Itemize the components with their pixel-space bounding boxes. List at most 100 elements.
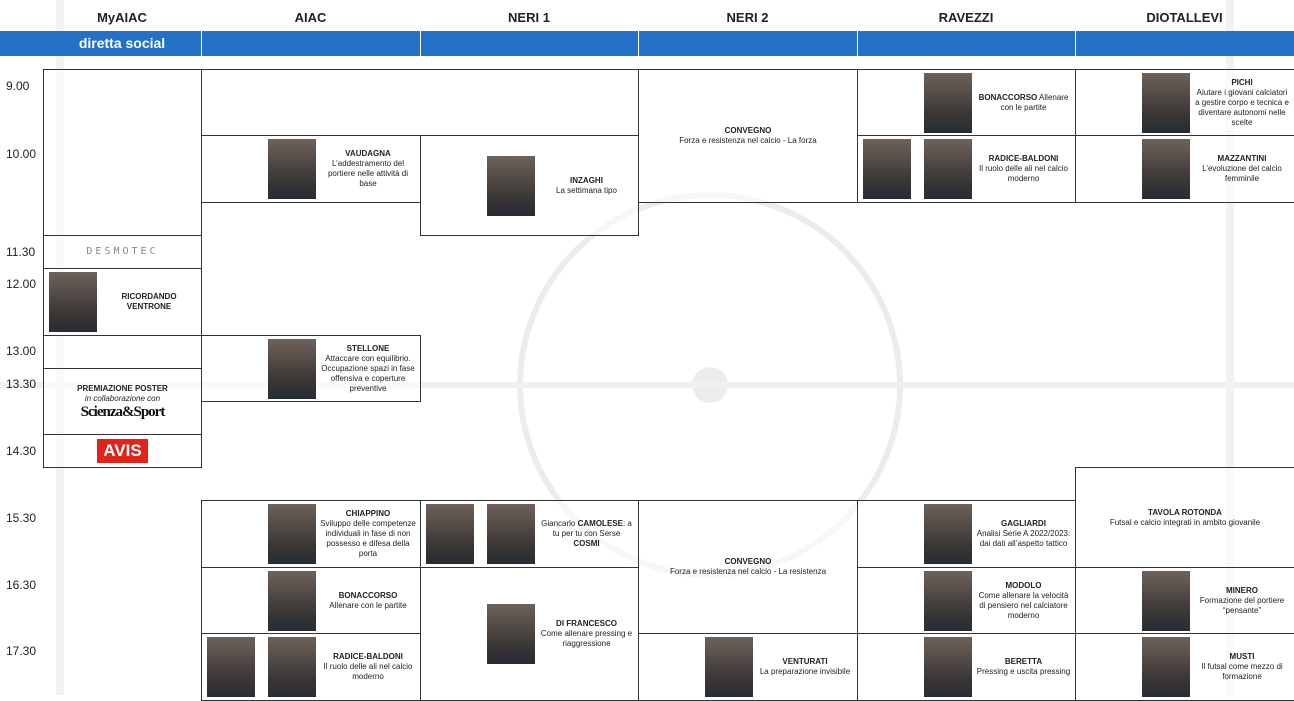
session: CHIAPPINO Sviluppo delle competenze indiv… — [201, 500, 421, 568]
photo-area — [202, 336, 316, 401]
session-description: Come allenare la velocità di pensiero ne… — [978, 590, 1069, 620]
column-header: RAVEZZI — [938, 10, 994, 25]
session-name: DI FRANCESCO — [556, 619, 617, 628]
photo-area — [421, 501, 535, 567]
session: VAUDAGNA L’addestramento del portiere nel… — [201, 135, 421, 203]
session-text: AVIS — [44, 439, 201, 463]
sponsor-logo: AVIS — [97, 439, 148, 463]
sponsor-logo: Scienza&Sport — [80, 403, 166, 420]
session-text: BERETTA Pressing e uscita pressing — [972, 657, 1075, 677]
session-description: La settimana tipo — [556, 185, 617, 195]
session-text-part: BONACCORSO — [978, 92, 1038, 102]
time-label: 16.30 — [6, 578, 37, 592]
session: BONACCORSO Allenare con le partite — [857, 69, 1076, 136]
photo-area — [639, 634, 753, 700]
session-name: VAUDAGNA — [345, 149, 391, 158]
column-header: NERI 1 — [508, 10, 550, 25]
speaker-photo — [268, 139, 316, 199]
session: RICORDANDO VENTRONE — [43, 268, 202, 336]
session: MAZZANTINI L’evoluzione del calcio femmin… — [1075, 135, 1294, 203]
speaker-photo — [924, 72, 972, 133]
speaker-photo — [1142, 637, 1190, 697]
session-text: CHIAPPINO Sviluppo delle competenze indiv… — [316, 509, 420, 559]
photo-area — [858, 136, 972, 202]
session-name: BONACCORSO — [338, 590, 398, 600]
session-name: PREMIAZIONE POSTER — [77, 383, 168, 393]
photo-area — [202, 136, 316, 202]
session-text: TAVOLA ROTONDA Futsal e calcio integrati … — [1076, 508, 1294, 528]
session-text: MODOLO Come allenare la velocità di pensi… — [972, 581, 1075, 621]
speaker-photo — [426, 504, 474, 564]
session-text: BONACCORSO Allenare con le partite — [316, 591, 420, 611]
speaker-photo — [924, 504, 972, 564]
session-name: MODOLO — [1005, 580, 1042, 590]
session-text-part: COSMI — [573, 539, 600, 548]
session: BONACCORSO Allenare con le partite — [201, 567, 421, 634]
time-label: 11.30 — [6, 245, 36, 259]
session: CONVEGNO Forza e resistenza nel calcio - … — [638, 500, 858, 634]
time-label: 9.00 — [6, 79, 30, 93]
session-description: L’addestramento del portiere nelle attiv… — [327, 159, 409, 188]
speaker-photo — [268, 570, 316, 631]
session-name: CHIAPPINO — [345, 509, 391, 518]
bar-separator — [638, 31, 639, 56]
session-name: PICHI — [1231, 77, 1253, 87]
session-description: Sviluppo delle competenze individuali in… — [320, 519, 416, 558]
session-description: in collaborazione con — [84, 393, 161, 403]
speaker-photo — [1142, 570, 1190, 631]
session-description: Aiutare i giovani calciatori a gestire c… — [1195, 87, 1289, 127]
session-description: Analisi Serie A 2022/2023: dai dati all’… — [976, 529, 1071, 548]
session-name: STELLONE — [346, 343, 390, 353]
session-name: MINERO — [1226, 585, 1258, 595]
session: BERETTA Pressing e uscita pressing — [857, 633, 1076, 701]
bar-separator — [420, 31, 421, 56]
speaker-photo — [1142, 139, 1190, 199]
session-name: RADICE-BALDONI — [988, 154, 1059, 163]
session-text: CONVEGNO Forza e resistenza nel calcio - … — [639, 126, 857, 146]
session: AVIS — [43, 434, 202, 468]
session-text: RADICE-BALDONI Il ruolo delle ali nel cal… — [972, 154, 1075, 184]
session: DESMOTEC — [43, 235, 202, 269]
speaker-photo — [863, 139, 911, 199]
photo-area — [858, 634, 972, 700]
session-description: Formazione del portiere “pensante” — [1199, 595, 1285, 615]
session-text-part: Allenare con le partite — [1000, 92, 1069, 112]
session-description: Il ruolo delle ali nel calcio moderno — [979, 164, 1068, 183]
speaker-photo — [487, 155, 535, 216]
speaker-photo — [705, 637, 753, 697]
session-text: MAZZANTINI L’evoluzione del calcio femmin… — [1190, 154, 1294, 184]
session-name: VENTURATI — [782, 657, 828, 666]
photo-area — [1076, 70, 1190, 135]
session: PICHI Aiutare i giovani calciatori a gest… — [1075, 69, 1294, 136]
session-description: L’evoluzione del calcio femminile — [1202, 164, 1282, 183]
session-text: RADICE-BALDONI Il ruolo delle ali nel cal… — [316, 652, 420, 682]
session: TAVOLA ROTONDA Futsal e calcio integrati … — [1075, 467, 1294, 568]
session-text: VENTURATI La preparazione invisibile — [753, 657, 857, 677]
session: MUSTI Il futsal come mezzo di formazione — [1075, 633, 1294, 701]
speaker-photo — [924, 637, 972, 697]
photo-area — [858, 568, 972, 633]
session: RADICE-BALDONI Il ruolo delle ali nel cal… — [857, 135, 1076, 203]
session-text: Giancarlo CAMOLESE: a tu per tu con Sers… — [535, 519, 638, 549]
session: PREMIAZIONE POSTER in collaborazione con S… — [43, 368, 202, 435]
speaker-photo — [924, 139, 972, 199]
photo-area — [202, 568, 316, 633]
photo-area — [202, 501, 316, 567]
session: DI FRANCESCO Come allenare pressing e ria… — [420, 567, 639, 701]
session-description: Pressing e uscita pressing — [976, 667, 1071, 676]
session-name: MUSTI — [1229, 652, 1255, 661]
session-name: MAZZANTINI — [1217, 154, 1267, 163]
session: VENTURATI La preparazione invisibile — [638, 633, 858, 701]
bar-separator — [1075, 31, 1076, 56]
photo-area — [421, 136, 535, 235]
session-name: CONVEGNO — [724, 126, 772, 135]
session-description: Il ruolo delle ali nel calcio moderno — [323, 662, 413, 681]
session-name: CONVEGNO — [724, 557, 772, 566]
session-description: Forza e resistenza nel calcio - La forza — [679, 136, 817, 145]
time-label: 13.30 — [6, 377, 37, 391]
session-description: Allenare con le partite — [329, 600, 407, 610]
session-text: DI FRANCESCO Come allenare pressing e ria… — [535, 619, 638, 649]
session-description: Forza e resistenza nel calcio - La resis… — [669, 567, 827, 576]
session-text: STELLONE Attaccare con equilibrio. Occupa… — [316, 344, 420, 394]
